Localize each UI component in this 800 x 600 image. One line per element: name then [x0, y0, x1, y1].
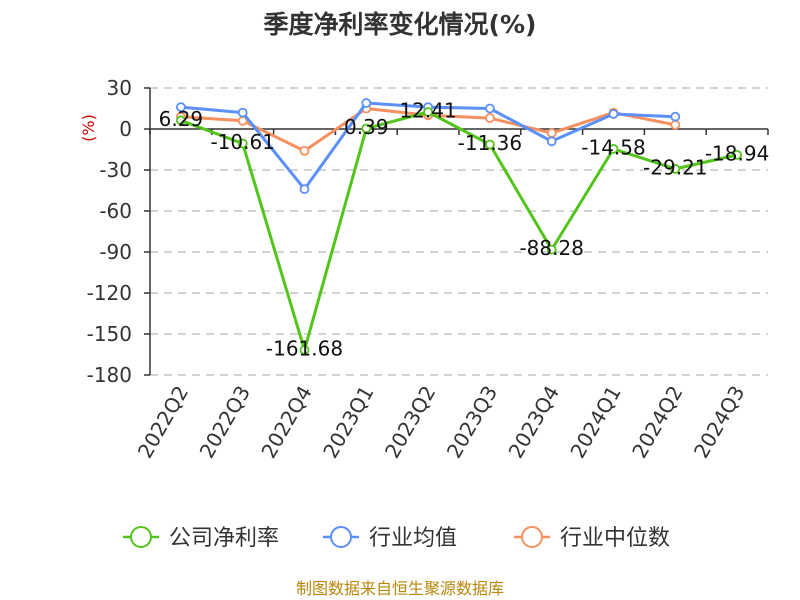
- x-tick-label: 2023Q1: [318, 382, 378, 463]
- data-label: 0.39: [344, 115, 389, 139]
- series-point: [546, 136, 557, 147]
- series-point: [361, 123, 372, 134]
- data-label: -10.61: [210, 130, 274, 154]
- data-label: 6.29: [159, 107, 204, 131]
- x-tick-label: 2023Q2: [380, 381, 440, 462]
- data-label: 12.41: [399, 99, 456, 123]
- data-label: -161.68: [266, 336, 343, 360]
- series-point: [484, 113, 495, 123]
- data-label: -88.28: [519, 236, 583, 260]
- series-point: [175, 115, 186, 126]
- x-tick-label: 2024Q2: [627, 382, 687, 463]
- legend: 公司净利率 行业均值 行业中位数: [123, 526, 670, 551]
- series-point: [484, 103, 495, 114]
- x-tick-label: 2024Q3: [689, 382, 749, 463]
- y-tick-label: 0: [119, 117, 132, 141]
- data-label: -29.21: [643, 155, 707, 179]
- series-point: [237, 107, 248, 118]
- series-point: [546, 128, 557, 139]
- series-point: [423, 107, 434, 117]
- legend-marker: [130, 526, 152, 548]
- chart-title: 季度净利率变化情况(%): [264, 10, 537, 39]
- data-label: -11.36: [458, 131, 522, 155]
- series-point: [299, 345, 310, 355]
- series-point: [361, 98, 372, 108]
- x-tick-label: 2022Q3: [195, 382, 255, 463]
- x-tick-label: 2023Q3: [442, 382, 502, 463]
- x-tick-label: 2022Q2: [133, 382, 193, 463]
- y-tick-label: -30: [99, 158, 132, 182]
- series-point: [670, 120, 681, 130]
- y-tick-label: -120: [87, 281, 132, 305]
- data-label: -14.58: [581, 135, 645, 159]
- series-point: [484, 139, 495, 150]
- series-point: [670, 164, 681, 174]
- y-tick-label: -60: [99, 199, 132, 223]
- data-label: -18.94: [705, 141, 769, 165]
- y-axis-unit-label: (%): [79, 114, 98, 142]
- y-tick-label: -90: [99, 240, 132, 264]
- legend-label: 公司净利率: [169, 526, 279, 551]
- legend-label: 行业均值: [369, 526, 457, 551]
- legend-label: 行业中位数: [560, 526, 670, 551]
- grid-lines: [150, 87, 768, 376]
- y-tick-label: 30: [107, 76, 132, 100]
- series-point: [608, 109, 619, 119]
- series-point: [175, 102, 186, 113]
- y-tick-label: -150: [87, 322, 132, 346]
- x-tick-label: 2024Q1: [565, 382, 625, 463]
- data-source-note: 制图数据来自恒生聚源数据库: [296, 579, 504, 598]
- series-point: [732, 149, 742, 160]
- series-point: [546, 244, 557, 255]
- y-tick-label: -180: [87, 363, 132, 387]
- x-tick-label: 2023Q4: [504, 382, 564, 463]
- legend-marker: [330, 526, 352, 548]
- series-point: [608, 144, 619, 154]
- x-tick-label: 2022Q4: [256, 382, 316, 463]
- series-point: [237, 138, 248, 149]
- series-lines: [175, 98, 742, 355]
- legend-marker: [521, 526, 543, 548]
- series-line: [180, 110, 738, 352]
- data-labels: 6.29-10.61 -161.68 0.39 12.41-11.36 -88.28 -1…: [159, 99, 770, 361]
- series-point: [670, 111, 681, 122]
- series-point: [299, 184, 310, 195]
- series-point: [299, 145, 310, 156]
